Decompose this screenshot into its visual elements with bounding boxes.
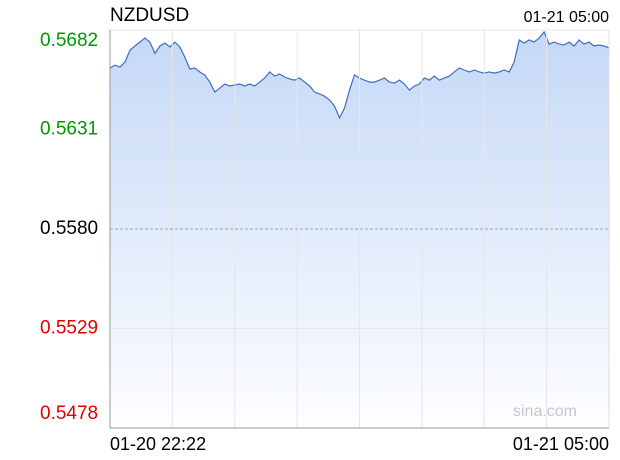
timestamp: 01-21 05:00 [524, 9, 610, 26]
y-tick-label: 0.5631 [40, 119, 98, 140]
chart-title: NZDUSD [110, 5, 189, 26]
y-tick-label: 0.5682 [40, 30, 98, 51]
y-tick-label: 0.5529 [40, 318, 98, 339]
x-tick-label: 01-20 22:22 [110, 434, 206, 454]
watermark: sina.com [513, 403, 577, 420]
y-tick-label: 0.5478 [40, 403, 98, 424]
y-tick-label: 0.5580 [40, 218, 98, 239]
x-tick-label: 01-21 05:00 [513, 434, 609, 454]
